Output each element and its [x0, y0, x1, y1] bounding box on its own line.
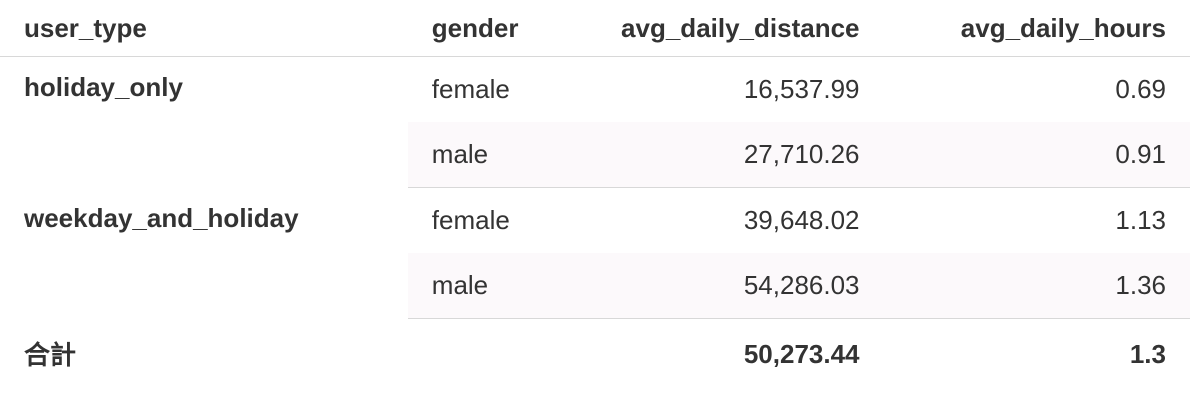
column-header: avg_daily_hours: [883, 0, 1190, 57]
total-value: 50,273.44: [743, 338, 860, 369]
value-cell: 39,648.02: [743, 205, 860, 235]
column-header: gender: [407, 0, 530, 57]
group-label: holiday_only: [24, 72, 183, 102]
table-row: male 27,710.26 0.91: [0, 122, 1190, 188]
column-header: avg_daily_distance: [529, 0, 884, 57]
column-header: user_type: [0, 0, 408, 57]
gender-cell: male: [407, 122, 530, 188]
table-row: weekday_and_holiday female 39,648.02 1.13: [0, 188, 1190, 254]
empty-cell: [408, 319, 530, 390]
table-body: holiday_only female 16,537.99 0.69 male 27,71…: [0, 57, 1190, 390]
group-label: weekday_and_holiday: [24, 202, 299, 233]
total-row: 合計 50,273.44 1.3: [0, 319, 1190, 390]
gender-cell: female: [431, 74, 510, 104]
value-cell: 16,537.99: [743, 74, 860, 104]
value-cell: 1.36: [883, 253, 1190, 319]
value-cell: 0.69: [1115, 74, 1166, 104]
data-table: user_type gender avg_daily_distance avg_…: [0, 0, 1190, 390]
value-cell: 27,710.26: [529, 122, 884, 188]
gender-cell: female: [431, 205, 510, 235]
table-row: holiday_only female 16,537.99 0.69: [0, 57, 1190, 123]
value-cell: 0.91: [883, 122, 1190, 188]
gender-cell: male: [407, 253, 530, 319]
value-cell: 54,286.03: [529, 253, 884, 319]
total-label: 合計: [24, 340, 77, 371]
total-value: 1.3: [1129, 338, 1166, 369]
value-cell: 1.13: [1115, 205, 1166, 235]
table-row: male 54,286.03 1.36: [0, 253, 1190, 319]
header-row: user_type gender avg_daily_distance avg_…: [0, 0, 1190, 57]
